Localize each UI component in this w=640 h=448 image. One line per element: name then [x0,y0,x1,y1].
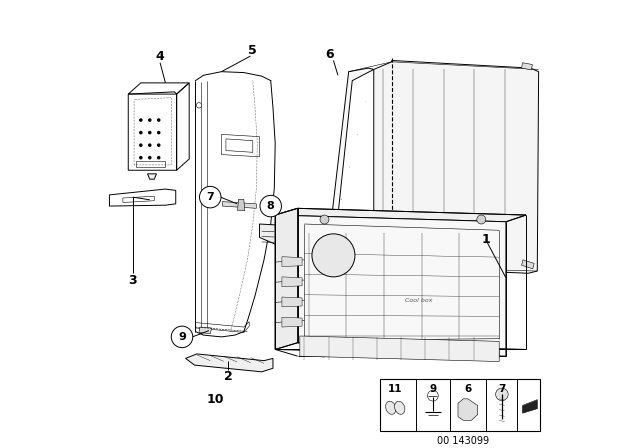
Circle shape [148,131,152,134]
Polygon shape [522,260,534,269]
Circle shape [148,143,152,147]
Polygon shape [300,336,499,362]
Polygon shape [275,215,506,356]
Text: 4: 4 [156,49,164,63]
Circle shape [428,390,438,401]
Polygon shape [282,317,302,327]
Circle shape [157,131,161,134]
Circle shape [139,143,143,147]
Circle shape [262,199,268,204]
Text: 5: 5 [248,43,257,57]
Circle shape [157,143,161,147]
Circle shape [157,156,161,159]
Circle shape [139,118,143,122]
Text: 11: 11 [388,384,403,394]
Polygon shape [148,174,157,179]
Circle shape [312,234,355,277]
Polygon shape [374,60,539,273]
Text: 7: 7 [498,384,506,394]
Circle shape [200,186,221,208]
Polygon shape [282,257,302,267]
Polygon shape [237,199,244,211]
Polygon shape [186,354,273,372]
Polygon shape [324,68,374,266]
Polygon shape [311,349,324,357]
Text: 6: 6 [464,384,472,394]
Circle shape [148,156,152,159]
Circle shape [477,215,486,224]
Text: 6: 6 [326,48,334,61]
Text: 9: 9 [178,332,186,342]
Polygon shape [199,327,212,334]
Polygon shape [458,399,477,420]
Circle shape [157,118,161,122]
Circle shape [148,118,152,122]
Text: 9: 9 [429,384,436,394]
Circle shape [139,131,143,134]
Text: 2: 2 [224,370,232,383]
Ellipse shape [395,401,405,414]
Polygon shape [522,63,532,70]
Circle shape [139,156,143,159]
Circle shape [172,326,193,348]
Circle shape [495,388,508,401]
Polygon shape [260,224,282,244]
Polygon shape [222,202,257,208]
Ellipse shape [386,401,396,414]
Text: 3: 3 [129,273,137,287]
Circle shape [260,195,282,217]
Polygon shape [275,208,298,349]
Text: 7: 7 [206,192,214,202]
Text: 8: 8 [267,201,275,211]
Text: 1: 1 [481,233,490,246]
Polygon shape [486,349,499,357]
Polygon shape [282,277,302,287]
Polygon shape [522,400,538,413]
Polygon shape [282,297,302,307]
Polygon shape [275,208,526,222]
Circle shape [320,215,329,224]
Text: 10: 10 [207,393,225,406]
Circle shape [196,103,202,108]
Text: 00 143099: 00 143099 [437,436,490,446]
Text: Cool box: Cool box [405,297,432,303]
